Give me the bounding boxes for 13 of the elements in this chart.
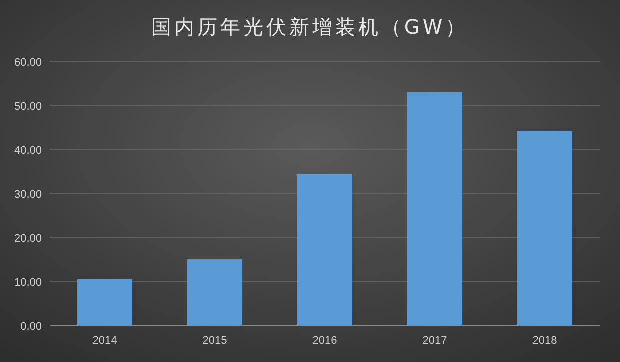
x-tick-label: 2016 [312, 335, 338, 347]
y-tick-label: 40.00 [14, 144, 42, 157]
y-tick-label: 20.00 [14, 232, 42, 245]
x-tick-label: 2015 [202, 335, 228, 347]
x-tick-label: 2017 [422, 335, 448, 347]
x-tick-label: 2018 [532, 335, 558, 347]
x-tick-label: 2014 [92, 335, 118, 347]
y-tick-label: 30.00 [14, 188, 42, 201]
y-tick-label: 60.00 [14, 56, 42, 69]
y-tick-label: 0.00 [20, 320, 42, 333]
y-tick-label: 50.00 [14, 100, 42, 113]
y-tick-label: 10.00 [14, 276, 42, 289]
chart-title: 国内历年光伏新增装机（GW） [151, 15, 469, 39]
